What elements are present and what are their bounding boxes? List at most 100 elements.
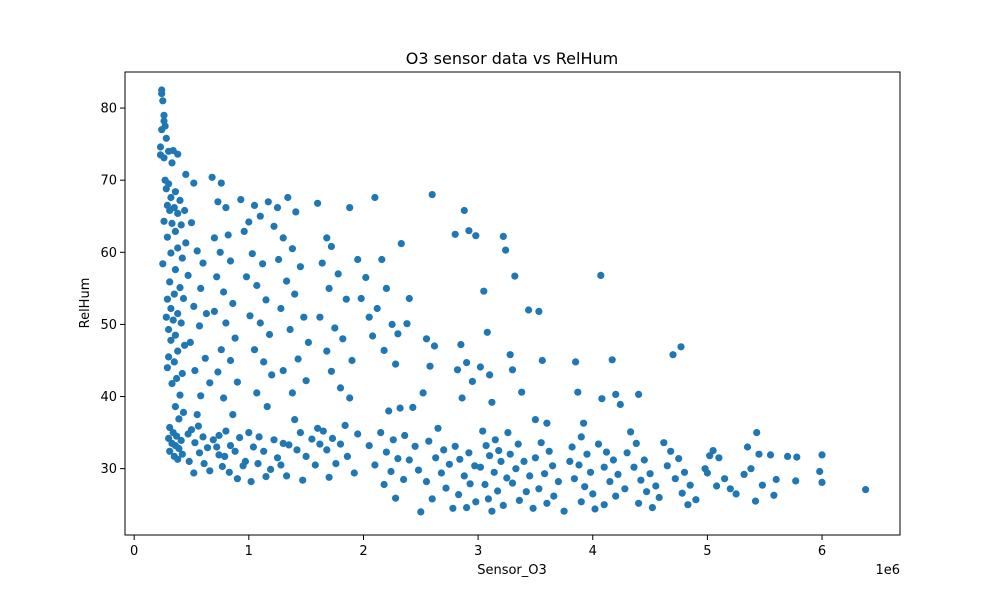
data-point [389, 436, 397, 444]
data-point [296, 263, 304, 271]
data-point [217, 179, 225, 187]
data-point [175, 444, 183, 453]
data-point [504, 429, 512, 437]
data-point [288, 389, 296, 397]
data-point [283, 472, 291, 480]
data-point [401, 431, 409, 440]
data-point [522, 488, 530, 496]
data-point [334, 270, 342, 278]
data-point [570, 475, 579, 483]
data-point [245, 218, 253, 226]
data-point [284, 193, 292, 202]
x-tick-label: 1 [245, 544, 253, 559]
data-point [456, 455, 464, 463]
data-point [163, 364, 171, 372]
data-point [586, 468, 595, 476]
data-point [677, 343, 685, 351]
data-point [314, 424, 322, 432]
data-point [162, 134, 170, 142]
data-point [572, 358, 580, 366]
data-point [581, 483, 589, 491]
data-point [574, 388, 582, 396]
data-point [275, 255, 283, 264]
x-tick-label: 4 [589, 544, 597, 559]
data-point [268, 371, 276, 379]
data-point [484, 495, 492, 503]
data-point [184, 430, 192, 438]
data-point [652, 482, 660, 490]
data-point [770, 491, 778, 499]
data-point [168, 380, 176, 388]
data-point [426, 362, 434, 370]
data-point [336, 384, 345, 392]
data-point [215, 451, 223, 459]
data-point [499, 501, 507, 509]
data-point [325, 473, 333, 481]
data-point [382, 448, 390, 456]
x-axis-offset-label: 1e6 [875, 563, 900, 578]
data-point [494, 487, 502, 495]
data-point [159, 260, 167, 268]
data-point [537, 439, 545, 447]
data-point [538, 356, 546, 365]
data-point [286, 325, 294, 334]
data-point [405, 294, 413, 303]
data-point [291, 290, 299, 298]
data-point [535, 485, 543, 493]
x-tick-label: 5 [703, 544, 711, 559]
data-point [197, 284, 205, 292]
data-point [755, 450, 763, 458]
data-point [445, 460, 453, 468]
data-point [388, 320, 396, 328]
data-point [463, 359, 471, 367]
data-point [167, 193, 175, 202]
data-point [267, 465, 275, 473]
data-point [248, 250, 256, 258]
data-point [518, 388, 526, 396]
data-point [328, 434, 337, 442]
data-point [577, 498, 585, 506]
data-point [308, 435, 316, 443]
data-point [476, 363, 484, 371]
data-point [174, 455, 182, 463]
data-point [451, 442, 459, 450]
data-point [224, 231, 232, 239]
data-point [169, 316, 177, 324]
data-point [327, 367, 335, 375]
data-point [560, 507, 568, 515]
data-point [378, 255, 386, 264]
data-point [255, 433, 263, 441]
data-point [277, 461, 285, 469]
data-point [253, 281, 261, 290]
data-point [434, 424, 442, 432]
data-point [512, 465, 520, 473]
data-point [175, 415, 183, 423]
data-point [483, 328, 491, 336]
data-point [350, 469, 358, 477]
data-point [793, 453, 801, 461]
data-point [240, 227, 248, 235]
data-point [377, 429, 385, 437]
data-point [453, 366, 462, 374]
data-point [430, 342, 439, 350]
data-point [580, 419, 588, 427]
data-point [602, 448, 611, 456]
data-point [288, 245, 296, 253]
data-point [215, 431, 223, 440]
data-point [387, 467, 395, 476]
data-point [409, 403, 417, 411]
data-point [575, 461, 583, 469]
data-point [440, 446, 448, 454]
data-point [457, 341, 465, 349]
data-point [671, 475, 679, 483]
data-point [166, 206, 174, 215]
data-point [246, 312, 254, 320]
data-point [160, 154, 168, 162]
data-point [692, 496, 700, 504]
data-point [449, 504, 457, 512]
data-point [302, 452, 310, 460]
data-point [531, 454, 540, 462]
data-point [277, 304, 285, 313]
data-point [371, 193, 379, 202]
data-point [405, 456, 413, 464]
